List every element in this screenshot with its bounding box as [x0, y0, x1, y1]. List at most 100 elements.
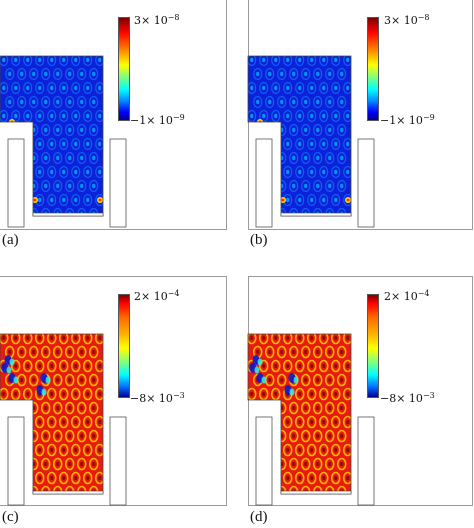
field-blob — [318, 334, 329, 345]
panel-a-colorbar — [118, 17, 130, 121]
field-blob — [318, 359, 329, 373]
field-blob — [307, 56, 317, 67]
field-blob — [70, 443, 81, 457]
field-blob — [41, 95, 51, 109]
right-post — [357, 416, 375, 506]
field-blob — [64, 429, 75, 443]
field-blob — [295, 137, 305, 151]
field-blob — [29, 95, 39, 109]
field-blob — [337, 123, 347, 137]
field-blob — [306, 334, 317, 345]
field-blob — [331, 81, 341, 95]
field-blob — [313, 95, 323, 109]
field-blob — [282, 359, 293, 373]
field-blob — [28, 345, 39, 359]
field-blob — [40, 429, 51, 443]
field-blob — [59, 193, 69, 207]
field-blob — [29, 67, 39, 81]
field-blob — [307, 165, 317, 179]
panel-a-label: (a) — [2, 232, 19, 248]
field-blob — [336, 401, 347, 415]
panel-d-field — [247, 333, 375, 506]
field-blob — [89, 151, 99, 165]
field-blob — [47, 137, 57, 151]
field-blob — [71, 56, 81, 67]
field-blob — [307, 81, 317, 95]
field-blob — [82, 471, 93, 485]
field-blob — [35, 56, 45, 67]
field-blob — [95, 165, 103, 179]
field-blob — [82, 415, 93, 429]
field-blob — [46, 443, 57, 457]
field-blob — [83, 193, 93, 207]
field-blob — [71, 165, 81, 179]
field-blob — [94, 387, 103, 401]
field-blob — [325, 179, 335, 193]
field-blob — [89, 67, 99, 81]
field-blob — [289, 123, 299, 137]
field-pattern — [248, 56, 351, 216]
field-blob — [318, 471, 329, 485]
field-blob — [89, 123, 99, 137]
right-post — [109, 138, 127, 228]
field-blob — [283, 56, 293, 67]
field-blob — [5, 95, 15, 109]
field-blob — [58, 443, 69, 457]
field-blob — [94, 334, 103, 345]
field-blob — [65, 123, 75, 137]
field-blob — [11, 81, 21, 95]
field-blob — [312, 429, 323, 443]
field-blob — [248, 56, 257, 67]
field-blob — [70, 415, 81, 429]
field-blob — [306, 471, 317, 485]
field-blob — [64, 401, 75, 415]
field-blob — [336, 373, 347, 387]
field-blob — [276, 373, 287, 387]
field-blob — [59, 137, 69, 151]
field-pattern — [0, 56, 103, 216]
field-blob — [82, 443, 93, 457]
field-blob — [294, 471, 305, 485]
field-blob — [271, 56, 281, 67]
left-post — [255, 416, 273, 506]
field-blob — [53, 123, 63, 137]
field-blob — [70, 359, 81, 373]
field-blob — [70, 387, 81, 401]
field-blob — [59, 109, 69, 123]
field-blob — [76, 345, 87, 359]
field-blob — [10, 387, 21, 401]
field-blob — [248, 334, 257, 345]
field-blob — [71, 109, 81, 123]
field-blob — [319, 109, 329, 123]
field-blob — [336, 345, 347, 359]
field-blob — [83, 137, 93, 151]
field-blob — [95, 56, 103, 67]
field-blob — [301, 179, 311, 193]
field-blob — [277, 67, 287, 81]
field-blob — [95, 109, 103, 123]
field-blob — [71, 193, 81, 207]
field-blob — [289, 179, 299, 193]
field-blob — [301, 151, 311, 165]
field-blob — [46, 471, 57, 485]
field-blob — [313, 151, 323, 165]
field-blob — [331, 109, 341, 123]
field-blob — [47, 56, 57, 67]
field-blob — [288, 429, 299, 443]
field-blob — [22, 334, 33, 345]
field-blob — [306, 387, 317, 401]
field-blob — [342, 471, 351, 485]
field-blob — [52, 401, 63, 415]
field-blob — [337, 67, 347, 81]
field-blob — [331, 165, 341, 179]
field-blob — [82, 334, 93, 345]
field-blob — [319, 165, 329, 179]
field-blob — [52, 345, 63, 359]
field-blob — [83, 109, 93, 123]
field-blob — [259, 109, 269, 123]
field-blob — [318, 415, 329, 429]
right-post — [357, 138, 375, 228]
field-blob — [22, 387, 33, 401]
field-blob — [88, 457, 99, 471]
field-blob — [265, 67, 275, 81]
